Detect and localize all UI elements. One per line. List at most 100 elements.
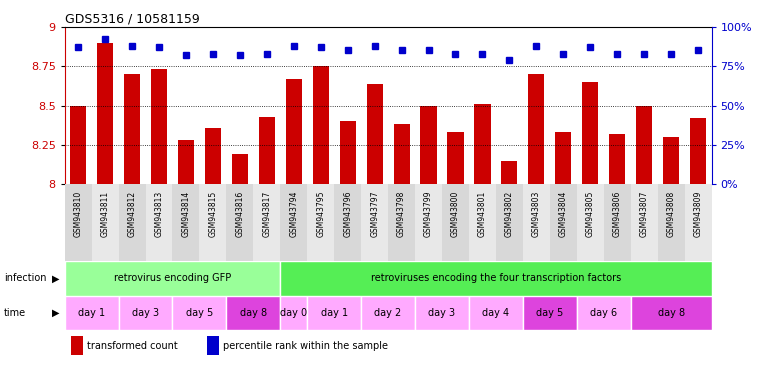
- Text: day 6: day 6: [591, 308, 617, 318]
- Text: day 3: day 3: [428, 308, 456, 318]
- Bar: [280, 261, 712, 296]
- Text: day 5: day 5: [537, 308, 563, 318]
- Bar: [577, 184, 603, 261]
- Bar: [577, 296, 631, 330]
- Text: GSM943796: GSM943796: [343, 190, 352, 237]
- Text: GSM943801: GSM943801: [478, 190, 487, 237]
- Bar: [207, 336, 218, 355]
- Bar: [178, 140, 194, 184]
- Text: GSM943805: GSM943805: [586, 190, 595, 237]
- Text: day 8: day 8: [240, 308, 267, 318]
- Bar: [65, 184, 91, 261]
- Bar: [501, 161, 517, 184]
- Bar: [119, 296, 173, 330]
- Text: retrovirus encoding GFP: retrovirus encoding GFP: [114, 273, 231, 283]
- Text: time: time: [4, 308, 26, 318]
- Bar: [334, 184, 361, 261]
- Text: ▶: ▶: [52, 308, 59, 318]
- Text: day 8: day 8: [658, 308, 685, 318]
- Bar: [447, 132, 463, 184]
- Text: GSM943812: GSM943812: [128, 190, 136, 237]
- Bar: [690, 118, 706, 184]
- Bar: [442, 184, 469, 261]
- Text: GSM943807: GSM943807: [640, 190, 648, 237]
- Bar: [367, 84, 383, 184]
- Bar: [227, 296, 280, 330]
- Bar: [556, 132, 572, 184]
- Bar: [631, 296, 712, 330]
- Text: GSM943810: GSM943810: [74, 190, 83, 237]
- Text: GSM943795: GSM943795: [317, 190, 325, 237]
- Bar: [496, 184, 523, 261]
- Bar: [259, 117, 275, 184]
- Bar: [339, 121, 356, 184]
- Bar: [393, 124, 409, 184]
- Text: GDS5316 / 10581159: GDS5316 / 10581159: [65, 13, 199, 26]
- Bar: [685, 184, 712, 261]
- Text: GSM943798: GSM943798: [397, 190, 406, 237]
- Bar: [631, 184, 658, 261]
- Text: day 0: day 0: [280, 308, 307, 318]
- Text: GSM943797: GSM943797: [370, 190, 379, 237]
- Text: day 4: day 4: [482, 308, 509, 318]
- Bar: [124, 74, 140, 184]
- Text: GSM943817: GSM943817: [263, 190, 272, 237]
- Bar: [658, 184, 685, 261]
- Bar: [307, 296, 361, 330]
- Bar: [415, 184, 442, 261]
- Text: GSM943813: GSM943813: [154, 190, 164, 237]
- Text: GSM943804: GSM943804: [559, 190, 568, 237]
- Bar: [421, 106, 437, 184]
- Text: GSM943816: GSM943816: [235, 190, 244, 237]
- Text: GSM943803: GSM943803: [532, 190, 541, 237]
- Bar: [70, 106, 86, 184]
- Bar: [280, 184, 307, 261]
- Text: GSM943808: GSM943808: [667, 190, 676, 237]
- Bar: [173, 184, 199, 261]
- Bar: [469, 184, 496, 261]
- Text: GSM943794: GSM943794: [289, 190, 298, 237]
- Bar: [199, 184, 227, 261]
- Bar: [145, 184, 173, 261]
- Bar: [609, 134, 626, 184]
- Text: transformed count: transformed count: [88, 341, 178, 351]
- Text: GSM943806: GSM943806: [613, 190, 622, 237]
- Bar: [280, 296, 307, 330]
- Text: GSM943802: GSM943802: [505, 190, 514, 237]
- Bar: [307, 184, 334, 261]
- Bar: [469, 296, 523, 330]
- Bar: [361, 296, 415, 330]
- Bar: [361, 184, 388, 261]
- Text: GSM943815: GSM943815: [209, 190, 218, 237]
- Text: GSM943814: GSM943814: [181, 190, 190, 237]
- Text: day 2: day 2: [374, 308, 402, 318]
- Bar: [173, 296, 227, 330]
- Bar: [582, 82, 598, 184]
- Bar: [415, 296, 469, 330]
- Text: GSM943809: GSM943809: [693, 190, 702, 237]
- Text: percentile rank within the sample: percentile rank within the sample: [223, 341, 388, 351]
- Text: retroviruses encoding the four transcription factors: retroviruses encoding the four transcrip…: [371, 273, 621, 283]
- Bar: [253, 184, 280, 261]
- Text: day 5: day 5: [186, 308, 213, 318]
- Text: ▶: ▶: [52, 273, 59, 283]
- Bar: [474, 104, 491, 184]
- Bar: [523, 296, 577, 330]
- Text: day 1: day 1: [78, 308, 105, 318]
- Bar: [97, 43, 113, 184]
- Bar: [603, 184, 631, 261]
- Bar: [550, 184, 577, 261]
- Bar: [313, 66, 329, 184]
- Bar: [205, 127, 221, 184]
- Text: day 1: day 1: [320, 308, 348, 318]
- Text: day 3: day 3: [132, 308, 159, 318]
- Bar: [91, 184, 119, 261]
- Bar: [119, 184, 145, 261]
- Bar: [232, 154, 248, 184]
- Bar: [663, 137, 679, 184]
- Bar: [636, 106, 652, 184]
- Bar: [528, 74, 544, 184]
- Bar: [151, 70, 167, 184]
- Text: GSM943799: GSM943799: [424, 190, 433, 237]
- Bar: [65, 296, 119, 330]
